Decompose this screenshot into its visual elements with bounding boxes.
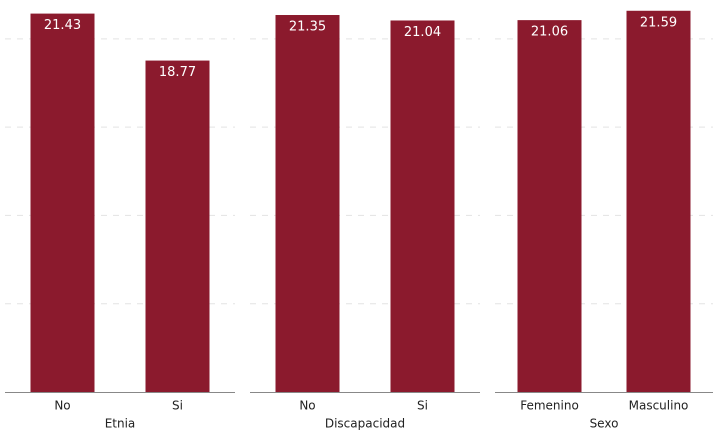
bar [145, 60, 210, 392]
x-tick-label: No [54, 399, 70, 413]
x-axis-title: Discapacidad [325, 417, 405, 430]
value-label: 21.43 [44, 18, 81, 33]
bar [30, 13, 95, 392]
value-label: 21.35 [289, 20, 326, 35]
x-tick-label: Si [417, 399, 428, 413]
bar [275, 15, 340, 393]
x-tick-label: No [299, 399, 315, 413]
bar [517, 20, 582, 392]
x-tick-label: Si [172, 399, 183, 413]
value-label: 21.06 [531, 25, 568, 40]
x-axis-title: Sexo [590, 417, 619, 430]
value-label: 21.59 [640, 15, 677, 30]
x-tick-label: Masculino [629, 399, 689, 413]
value-label: 18.77 [159, 65, 196, 80]
value-label: 21.04 [404, 25, 441, 40]
x-axis-title: Etnia [105, 417, 136, 430]
x-tick-label: Femenino [520, 399, 579, 413]
bar [626, 10, 691, 392]
bar [390, 20, 455, 393]
